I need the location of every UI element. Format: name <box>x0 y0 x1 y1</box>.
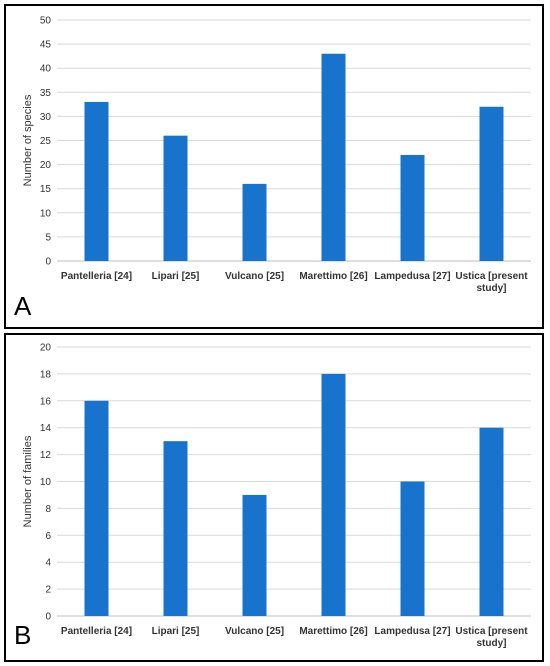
y-tick-label: 45 <box>40 40 52 51</box>
x-tick-label: Lampedusa [27] <box>374 626 450 637</box>
bar <box>84 400 109 616</box>
bar <box>163 441 188 616</box>
y-tick-label: 15 <box>40 184 52 195</box>
bar <box>400 481 425 616</box>
x-tick-label: Vulcano [25] <box>225 271 284 282</box>
y-tick-label: 0 <box>45 257 51 268</box>
y-tick-label: 30 <box>40 112 52 123</box>
y-tick-label: 18 <box>40 369 52 380</box>
x-tick-label: Pantelleria [24] <box>61 271 132 282</box>
bar <box>479 106 504 261</box>
x-tick-label: Ustica [present <box>455 271 528 282</box>
bar <box>242 183 267 261</box>
x-tick-label: Pantelleria [24] <box>61 626 132 637</box>
families-bar-chart: 0 2 4 6 8 10 12 14 16 18 20 Pantelleria [24] Lipari … <box>14 343 531 650</box>
bar <box>163 135 188 261</box>
chart-panel-a: 0 5 10 15 20 25 30 35 40 45 50 Pantelleria [24] Lipa… <box>4 4 544 329</box>
y-tick-label: 14 <box>40 423 52 434</box>
x-tick-label: Lampedusa [27] <box>374 271 450 282</box>
x-tick-label: Ustica [present <box>455 626 528 637</box>
y-axis-label: Number of families <box>22 435 34 527</box>
y-tick-label: 2 <box>45 585 51 596</box>
y-tick-label: 35 <box>40 88 52 99</box>
y-tick-label: 20 <box>40 343 52 354</box>
y-tick-label: 5 <box>45 232 51 243</box>
bar <box>321 373 346 616</box>
y-tick-label: 0 <box>45 612 51 623</box>
y-tick-label: 6 <box>45 531 51 542</box>
x-tick-label: Vulcano [25] <box>225 626 284 637</box>
y-tick-label: 12 <box>40 450 52 461</box>
panel-label: B <box>14 620 31 650</box>
y-tick-label: 8 <box>45 504 51 515</box>
x-tick-label: Marettimo [26] <box>299 626 367 637</box>
x-tick-label: Lipari [25] <box>152 626 200 637</box>
bar <box>84 101 109 261</box>
y-tick-label: 10 <box>40 208 52 219</box>
y-tick-label: 16 <box>40 396 52 407</box>
y-tick-label: 40 <box>40 64 52 75</box>
species-bar-chart: 0 5 10 15 20 25 30 35 40 45 50 Pantelleria [24] Lipa… <box>14 16 531 321</box>
x-tick-label: study] <box>477 283 507 294</box>
bar <box>479 427 504 616</box>
chart-panel-b: 0 2 4 6 8 10 12 14 16 18 20 Pantelleria [24] Lipari … <box>4 333 544 662</box>
y-tick-label: 20 <box>40 160 52 171</box>
bar <box>321 53 346 261</box>
x-tick-label: Lipari [25] <box>152 271 200 282</box>
y-tick-label: 4 <box>45 558 51 569</box>
x-tick-label: Marettimo [26] <box>299 271 367 282</box>
bar <box>242 494 267 616</box>
bar <box>400 154 425 261</box>
y-tick-label: 25 <box>40 136 52 147</box>
x-tick-label: study] <box>477 638 507 649</box>
panel-label: A <box>14 291 32 321</box>
y-tick-label: 10 <box>40 477 52 488</box>
y-tick-label: 50 <box>40 16 52 27</box>
y-axis-label: Number of species <box>22 94 34 186</box>
